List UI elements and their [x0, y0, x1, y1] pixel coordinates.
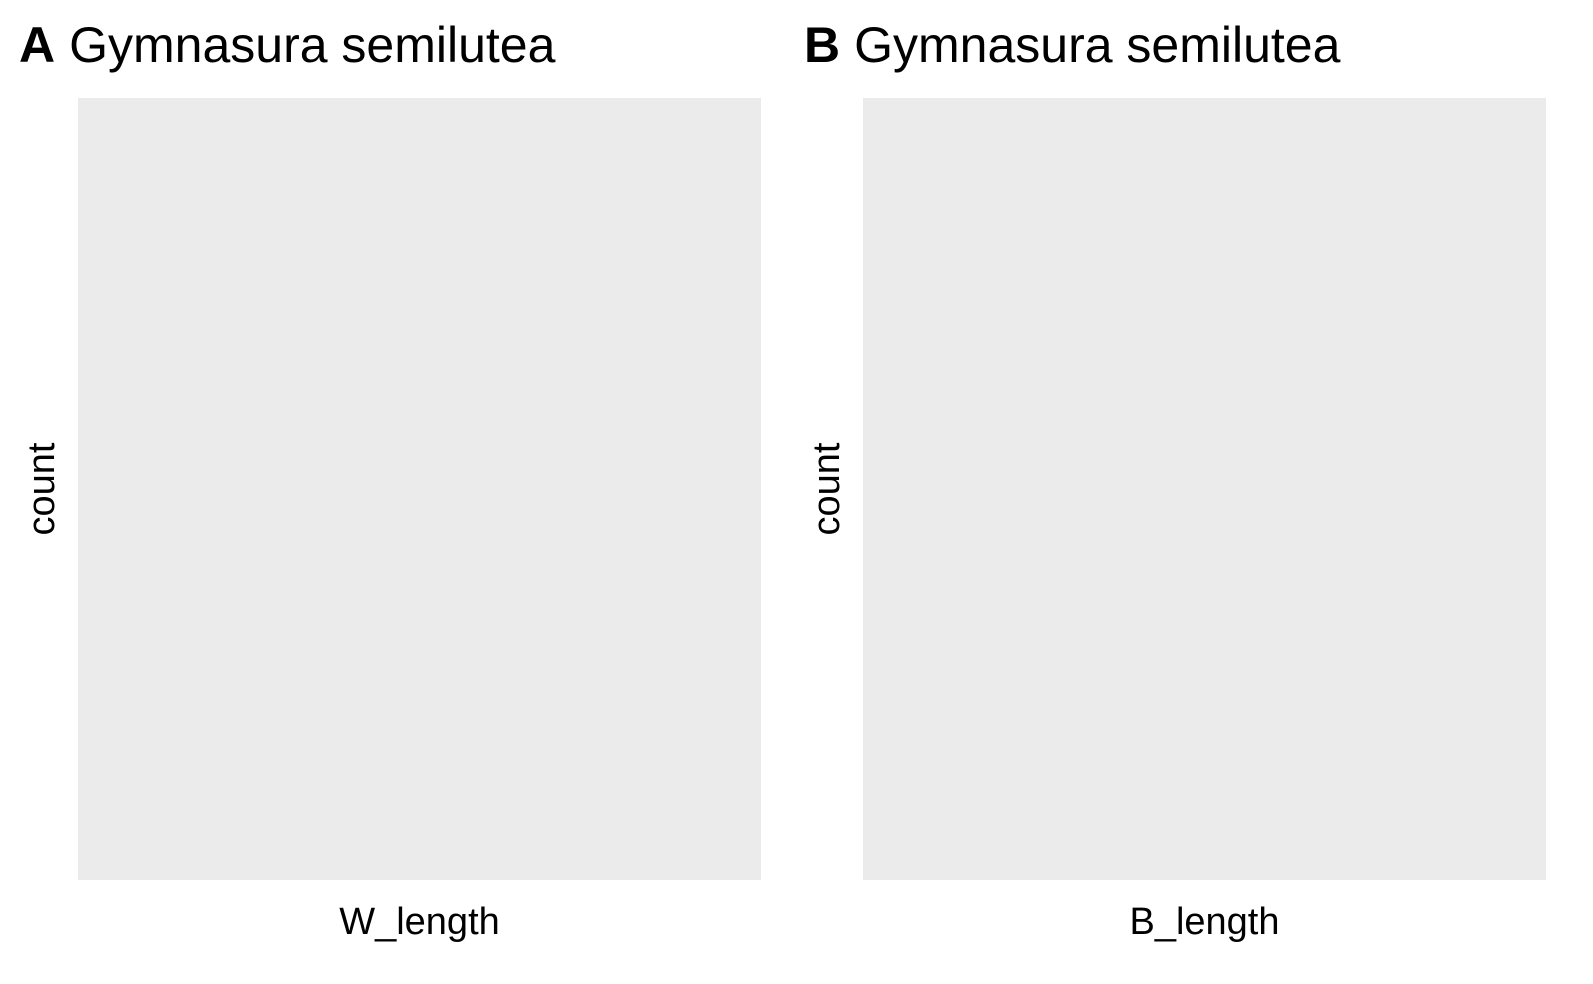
x-axis-label: B_length [1129, 901, 1280, 943]
panel-title: B Gymnasura semilutea [804, 14, 1340, 76]
panel-tag: B [804, 17, 841, 73]
plot-area [863, 98, 1546, 880]
y-axis-label: count [806, 442, 848, 536]
plot-area [78, 98, 761, 880]
chart-panel-a: A Gymnasura semilutea count W_length [0, 0, 780, 984]
panel-tag: A [19, 17, 56, 73]
panel-title: A Gymnasura semilutea [19, 14, 555, 76]
chart-panel-b: B Gymnasura semilutea count B_length [785, 0, 1565, 984]
x-axis-label: W_length [339, 901, 500, 943]
y-axis-label: count [21, 442, 63, 536]
chart-title: Gymnasura semilutea [854, 17, 1341, 73]
chart-title: Gymnasura semilutea [69, 17, 556, 73]
